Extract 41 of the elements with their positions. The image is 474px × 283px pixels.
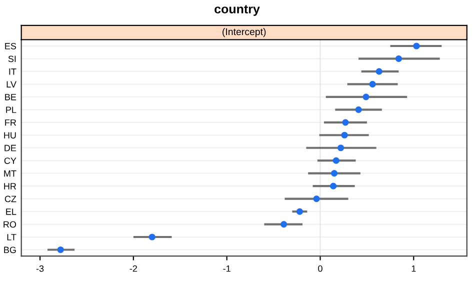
point [355,106,362,113]
point [57,246,64,254]
y-tick-label: BE [5,94,16,100]
point [342,119,349,126]
point [413,42,420,50]
chart-title: country [214,5,260,16]
point [395,55,402,62]
point [148,234,156,240]
x-tick-label: 0 [318,265,322,272]
y-tick-label: MT [4,170,16,177]
y-tick-label: BG [4,246,16,254]
point [369,80,376,88]
x-tick-label: -3 [36,265,44,272]
point [280,220,288,228]
y-tick-label: IT [9,68,16,75]
point [341,132,348,138]
point [330,182,337,190]
x-tick-label: 1 [412,265,416,272]
y-tick-label: FR [5,119,16,126]
y-tick-label: LT [7,234,16,240]
y-tick-label: RO [4,221,16,228]
point [296,208,303,215]
point [332,157,340,164]
y-tick-label: CZ [4,196,16,202]
chart-subtitle: (Intercept) [222,28,266,38]
point [376,68,382,75]
x-tick-label: -2 [130,265,137,272]
x-tick-label: -1 [223,265,230,272]
y-tick-label: DE [4,144,16,152]
y-tick-label: EL [6,208,16,215]
y-tick-label: HU [4,132,16,138]
y-tick-label: CY [4,158,16,164]
point [330,170,338,177]
y-tick-label: ES [5,42,16,50]
point [313,196,320,202]
y-tick-label: PL [6,106,16,113]
y-tick-label: HR [4,183,16,190]
y-tick-label: LV [6,81,16,88]
point [337,144,344,152]
point [362,94,370,100]
y-tick-label: SI [8,56,16,62]
